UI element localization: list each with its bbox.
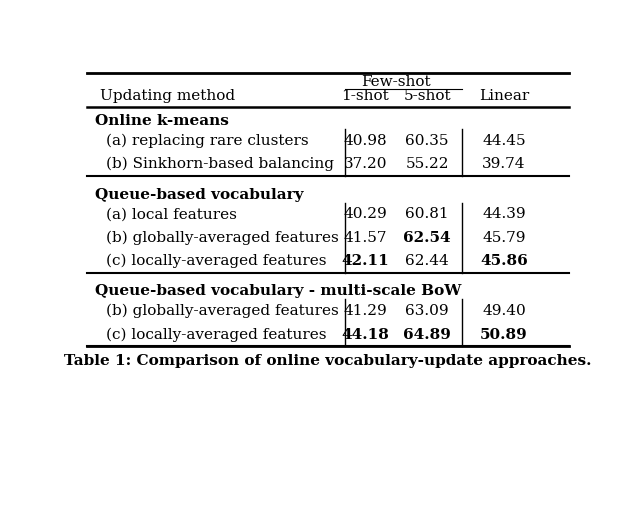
Text: 40.29: 40.29 bbox=[343, 207, 387, 221]
Text: 45.86: 45.86 bbox=[480, 254, 528, 268]
Text: (b) Sinkhorn-based balancing: (b) Sinkhorn-based balancing bbox=[106, 157, 334, 171]
Text: (c) locally-averaged features: (c) locally-averaged features bbox=[106, 328, 326, 342]
Text: (b) globally-averaged features: (b) globally-averaged features bbox=[106, 304, 339, 318]
Text: (a) local features: (a) local features bbox=[106, 207, 237, 221]
Text: 62.54: 62.54 bbox=[403, 231, 451, 245]
Text: 37.20: 37.20 bbox=[344, 157, 387, 171]
Text: Linear: Linear bbox=[479, 89, 529, 103]
Text: 41.57: 41.57 bbox=[344, 231, 387, 245]
Text: Queue-based vocabulary - multi-scale BoW: Queue-based vocabulary - multi-scale BoW bbox=[95, 284, 461, 299]
Text: 42.11: 42.11 bbox=[341, 254, 389, 268]
Text: 63.09: 63.09 bbox=[405, 304, 449, 318]
Text: 50.89: 50.89 bbox=[480, 328, 528, 342]
Text: Updating method: Updating method bbox=[100, 89, 235, 103]
Text: 44.18: 44.18 bbox=[341, 328, 389, 342]
Text: 39.74: 39.74 bbox=[483, 157, 526, 171]
Text: 44.45: 44.45 bbox=[483, 134, 526, 148]
Text: 64.89: 64.89 bbox=[403, 328, 451, 342]
Text: 45.79: 45.79 bbox=[483, 231, 526, 245]
Text: 40.98: 40.98 bbox=[344, 134, 387, 148]
Text: (a) replacing rare clusters: (a) replacing rare clusters bbox=[106, 134, 308, 148]
Text: 60.81: 60.81 bbox=[405, 207, 449, 221]
Text: 44.39: 44.39 bbox=[483, 207, 526, 221]
Text: Table 1: Comparison of online vocabulary-update approaches.: Table 1: Comparison of online vocabulary… bbox=[64, 354, 592, 369]
Text: Queue-based vocabulary: Queue-based vocabulary bbox=[95, 188, 303, 202]
Text: (b) globally-averaged features: (b) globally-averaged features bbox=[106, 231, 339, 245]
Text: 55.22: 55.22 bbox=[406, 157, 449, 171]
Text: 60.35: 60.35 bbox=[406, 134, 449, 148]
Text: 62.44: 62.44 bbox=[405, 254, 449, 268]
Text: 49.40: 49.40 bbox=[482, 304, 526, 318]
Text: (c) locally-averaged features: (c) locally-averaged features bbox=[106, 254, 326, 268]
Text: 41.29: 41.29 bbox=[343, 304, 387, 318]
Text: 5-shot: 5-shot bbox=[403, 89, 451, 103]
Text: Online k-means: Online k-means bbox=[95, 114, 228, 128]
Text: 1-shot: 1-shot bbox=[341, 89, 389, 103]
Text: Few-shot: Few-shot bbox=[362, 75, 431, 89]
